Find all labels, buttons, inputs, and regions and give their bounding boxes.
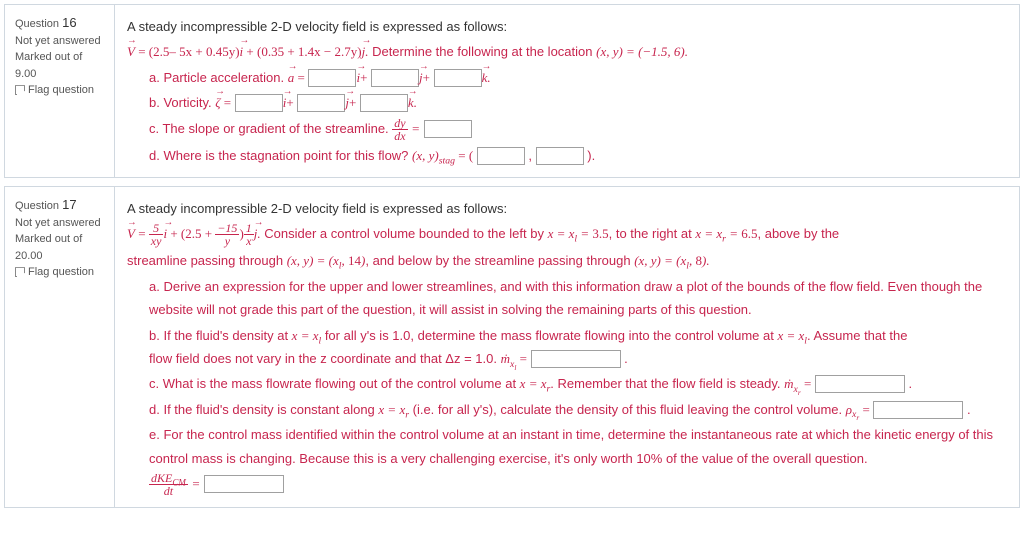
question-16: Question 16 Not yet answered Marked out …: [4, 4, 1020, 178]
velocity-line: V = 5xyi + (2.5 + −15y)1xj. Consider a c…: [127, 222, 1007, 247]
part-e-eq: dKECMdt =: [127, 472, 1007, 497]
flag-label: Flag question: [28, 266, 94, 278]
d-y-input[interactable]: [536, 147, 584, 165]
part-b: b. Vorticity. ζ = i+ j+ k.: [127, 91, 1007, 114]
b-j-input[interactable]: [297, 94, 345, 112]
part-c: c. The slope or gradient of the streamli…: [127, 117, 1007, 142]
d-label: d. Where is the stagnation point for thi…: [149, 148, 412, 163]
part-a: a. Particle acceleration. a = i+ j+ k.: [127, 66, 1007, 89]
question-number: Question 17: [15, 195, 104, 215]
below-by: , and below by the streamline passing th…: [365, 253, 634, 268]
question-meta: Question 16 Not yet answered Marked out …: [5, 5, 115, 177]
b-label: b. Vorticity.: [149, 95, 215, 110]
c-input[interactable]: [815, 375, 905, 393]
vel-i: (2.5– 5x + 0.45y): [149, 44, 240, 59]
question-meta: Question 17 Not yet answered Marked out …: [5, 187, 115, 507]
question-17: Question 17 Not yet answered Marked out …: [4, 186, 1020, 508]
question-status: Not yet answered: [15, 33, 104, 50]
e-input[interactable]: [204, 475, 284, 493]
consider: Consider a control volume bounded to the…: [261, 226, 548, 241]
location: (x, y) = (−1.5, 6).: [596, 44, 688, 59]
b-1: b. If the fluid's density at: [149, 328, 292, 343]
a-k-input[interactable]: [434, 69, 482, 87]
vel-j: (0.35 + 1.4x − 2.7y): [257, 44, 362, 59]
question-status: Not yet answered: [15, 215, 104, 232]
flag-question[interactable]: Flag question: [15, 264, 104, 281]
b-assume: . Assume that the: [807, 328, 907, 343]
stream-line: streamline passing through (x, y) = (xl,…: [127, 249, 1007, 272]
part-d: d. If the fluid's density is constant al…: [127, 398, 1007, 421]
question-number: Question 16: [15, 13, 104, 33]
flag-icon: [15, 267, 25, 277]
question-num: 16: [62, 15, 76, 30]
b-mid: for all y's is 1.0, determine the mass f…: [321, 328, 777, 343]
question-label: Question: [15, 18, 59, 30]
stream1: streamline passing through: [127, 253, 287, 268]
d-x-input[interactable]: [477, 147, 525, 165]
a-i-input[interactable]: [308, 69, 356, 87]
d-mid: (i.e. for all y's), calculate the densit…: [409, 402, 846, 417]
part-d: d. Where is the stagnation point for thi…: [127, 144, 1007, 167]
part-e: e. For the control mass identified withi…: [127, 423, 1007, 470]
part-a: a. Derive an expression for the upper an…: [127, 275, 1007, 322]
intro: A steady incompressible 2-D velocity fie…: [127, 15, 1007, 38]
question-num: 17: [62, 197, 76, 212]
velocity-expr: V = (2.5– 5x + 0.45y)i + (0.35 + 1.4x − …: [127, 40, 1007, 63]
to-right: , to the right at: [609, 226, 696, 241]
question-label: Question: [15, 200, 59, 212]
question-content: A steady incompressible 2-D velocity fie…: [115, 187, 1019, 507]
c-label: c. The slope or gradient of the streamli…: [149, 121, 392, 136]
d-input[interactable]: [873, 401, 963, 419]
question-marks: Marked out of 9.00: [15, 49, 104, 82]
c-input[interactable]: [424, 120, 472, 138]
c-1: c. What is the mass flowrate flowing out…: [149, 376, 520, 391]
above-by: , above by the: [757, 226, 839, 241]
flag-label: Flag question: [28, 84, 94, 96]
b-input[interactable]: [531, 350, 621, 368]
b-k-input[interactable]: [360, 94, 408, 112]
flag-icon: [15, 85, 25, 95]
question-marks: Marked out of 20.00: [15, 231, 104, 264]
flag-question[interactable]: Flag question: [15, 82, 104, 99]
d-1: d. If the fluid's density is constant al…: [149, 402, 378, 417]
question-content: A steady incompressible 2-D velocity fie…: [115, 5, 1019, 177]
b-line2: flow field does not vary in the z coordi…: [149, 351, 501, 366]
c-mid: . Remember that the flow field is steady…: [550, 376, 784, 391]
b-i-input[interactable]: [235, 94, 283, 112]
part-b: b. If the fluid's density at x = xl for …: [127, 324, 1007, 371]
part-c: c. What is the mass flowrate flowing out…: [127, 372, 1007, 395]
